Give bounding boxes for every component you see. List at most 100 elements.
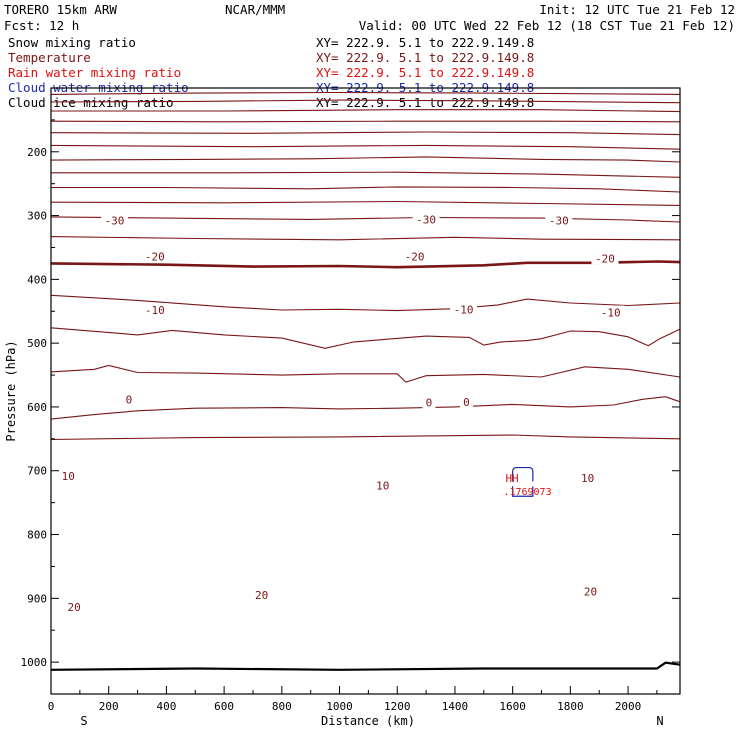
contour-label-bg bbox=[122, 392, 136, 406]
y-tick-label: 600 bbox=[27, 401, 47, 414]
center-name: NCAR/MMM bbox=[225, 2, 285, 17]
extremum-value: .1769073 bbox=[503, 487, 551, 498]
contour-label-bg bbox=[597, 305, 625, 319]
y-tick-label: 400 bbox=[27, 273, 47, 286]
terrain-line bbox=[50, 661, 681, 671]
contour-label-bg bbox=[372, 478, 393, 492]
y-tick-label: 200 bbox=[27, 146, 47, 159]
contour-label: -20 bbox=[405, 250, 425, 263]
cloud-water-layer bbox=[512, 466, 534, 497]
cloud-water-contour-bottom bbox=[512, 486, 534, 497]
terrain-layer bbox=[50, 661, 681, 671]
contour-label-bg bbox=[450, 302, 478, 316]
isotherm-25 bbox=[50, 434, 681, 441]
contour-label: 20 bbox=[67, 601, 80, 614]
isotherm-20 bbox=[50, 396, 681, 420]
y-tick-label: 300 bbox=[27, 210, 47, 223]
isotherm-m55 bbox=[50, 99, 681, 104]
y-tick-label: 800 bbox=[27, 529, 47, 542]
extremum-label: HH bbox=[505, 472, 518, 485]
cloud-water-contour-top bbox=[512, 466, 534, 482]
x-tick-label: 600 bbox=[214, 700, 234, 713]
contour-label-bg bbox=[100, 213, 128, 227]
contour-label-bg bbox=[64, 600, 85, 614]
contour-label-bg bbox=[591, 251, 619, 265]
valid-time: Valid: 00 UTC Wed 22 Feb 12 (18 CST Tue … bbox=[359, 18, 735, 33]
south-end-label: S bbox=[80, 714, 87, 728]
contour-label: -10 bbox=[601, 307, 621, 320]
contour-label-bg bbox=[401, 249, 429, 263]
contour-label: 20 bbox=[255, 589, 268, 602]
contour-label: 0 bbox=[463, 396, 470, 409]
contour-label: 0 bbox=[426, 396, 433, 409]
isotherm-m20 bbox=[51, 186, 681, 193]
isotherm-10 bbox=[50, 327, 681, 349]
isotherm-m5 bbox=[50, 236, 681, 241]
contour-label-bg bbox=[459, 394, 473, 408]
isotherm-m35 bbox=[50, 144, 681, 150]
isotherm-m60 bbox=[50, 91, 681, 95]
contour-label: 0 bbox=[126, 393, 133, 406]
contour-label-bg bbox=[577, 470, 598, 484]
field-name-temperature: Temperature bbox=[8, 50, 91, 65]
init-time: Init: 12 UTC Tue 21 Feb 12 bbox=[539, 2, 735, 17]
isotherm-m25 bbox=[51, 171, 681, 178]
y-tick-label: 1000 bbox=[21, 656, 48, 669]
isotherm-m10 bbox=[50, 216, 681, 223]
isotherm-m50 bbox=[51, 109, 681, 113]
x-tick-label: 800 bbox=[272, 700, 292, 713]
contour-label-bg bbox=[141, 249, 169, 263]
field-name-rain: Rain water mixing ratio bbox=[8, 65, 181, 80]
x-tick-label: 200 bbox=[99, 700, 119, 713]
contour-label: -30 bbox=[549, 215, 569, 228]
contour-label: -20 bbox=[595, 252, 615, 265]
contour-label-bg bbox=[422, 395, 436, 409]
model-title: TORERO 15km ARW bbox=[4, 2, 117, 17]
contour-labels: -30 -30 -30 -20 -20 -20 -10 -10 -10 0 0 0 10 10 10 20 20… bbox=[58, 212, 625, 614]
x-tick-label: 1800 bbox=[557, 700, 584, 713]
field-xy-cloud-ice: XY= 222.9. 5.1 to 222.9.149.8 bbox=[316, 95, 534, 110]
isotherm-m30 bbox=[50, 156, 681, 163]
contour-label: 10 bbox=[581, 472, 594, 485]
field-xy-rain: XY= 222.9. 5.1 to 222.9.149.8 bbox=[316, 65, 534, 80]
contour-label-bg bbox=[580, 584, 601, 598]
contour-label: 10 bbox=[376, 479, 389, 492]
contour-label-bg bbox=[251, 588, 272, 602]
contour-label: -20 bbox=[145, 250, 165, 263]
isotherm-m45 bbox=[50, 120, 681, 123]
y-tick-label: 700 bbox=[27, 465, 47, 478]
y-tick-label: 500 bbox=[27, 337, 47, 350]
x-tick-label: 400 bbox=[156, 700, 176, 713]
contour-label: 20 bbox=[584, 585, 597, 598]
x-tick-label: 1400 bbox=[442, 700, 469, 713]
field-xy-temperature: XY= 222.9. 5.1 to 222.9.149.8 bbox=[316, 50, 534, 65]
y-tick-label: 900 bbox=[27, 592, 47, 605]
field-name-snow: Snow mixing ratio bbox=[8, 35, 136, 50]
contour-label: -10 bbox=[454, 303, 474, 316]
field-xy-snow: XY= 222.9. 5.1 to 222.9.149.8 bbox=[316, 35, 534, 50]
isotherm-0 bbox=[50, 260, 681, 269]
isotherm-15 bbox=[50, 364, 681, 383]
x-tick-label: 1600 bbox=[499, 700, 526, 713]
x-tick-label: 0 bbox=[48, 700, 55, 713]
contour-label: 10 bbox=[62, 470, 75, 483]
header-layer: TORERO 15km ARW NCAR/MMM Init: 12 UTC Tu… bbox=[4, 2, 735, 110]
contour-label: -30 bbox=[105, 215, 125, 228]
isotherm-m15 bbox=[50, 200, 681, 206]
y-axis-title: Pressure (hPa) bbox=[4, 340, 18, 441]
x-tick-label: 1200 bbox=[384, 700, 411, 713]
isotherm-contours bbox=[50, 91, 681, 441]
isotherm-m40 bbox=[50, 131, 681, 136]
contour-label-bg bbox=[545, 213, 573, 227]
contour-label-bg bbox=[58, 468, 79, 482]
extremum-layer: HH .1769073 bbox=[503, 472, 551, 498]
contour-label: -10 bbox=[145, 304, 165, 317]
contour-label-bg bbox=[141, 302, 169, 316]
field-name-cloud-ice: Cloud ice mixing ratio bbox=[8, 95, 174, 110]
x-tick-label: 1000 bbox=[326, 700, 353, 713]
isotherm-5 bbox=[50, 294, 681, 312]
forecast-hour: Fcst: 12 h bbox=[4, 18, 79, 33]
contour-label-bg bbox=[412, 212, 440, 226]
x-tick-label: 2000 bbox=[615, 700, 642, 713]
